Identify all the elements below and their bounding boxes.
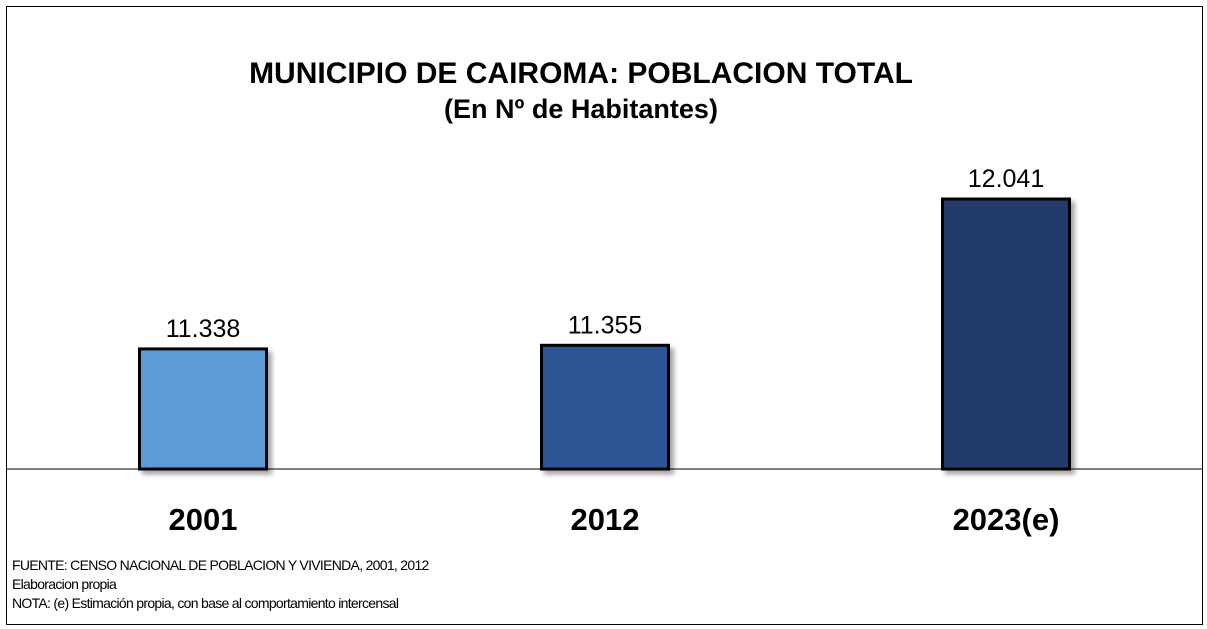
bar-chart: MUNICIPIO DE CAIROMA: POBLACION TOTAL (E… — [7, 57, 1202, 537]
note-footnote: NOTA: (e) Estimación propia, con base al… — [12, 595, 399, 611]
bar-2023(e) — [941, 197, 1071, 471]
value-label: 12.041 — [968, 165, 1044, 193]
value-label: 11.338 — [166, 315, 241, 343]
chart-title: MUNICIPIO DE CAIROMA: POBLACION TOTAL — [249, 57, 913, 90]
value-label: 11.355 — [568, 311, 643, 339]
chart-subtitle: (En Nº de Habitantes) — [444, 94, 718, 124]
category-label: 2023(e) — [953, 502, 1060, 537]
source-footnote: FUENTE: CENSO NACIONAL DE POBLACION Y VI… — [12, 557, 429, 573]
bar-2001 — [138, 347, 268, 471]
author-footnote: Elaboracion propia — [12, 576, 117, 592]
category-label: 2001 — [169, 502, 238, 537]
bar-2012 — [540, 343, 670, 471]
category-label: 2012 — [571, 502, 640, 537]
chart-frame: MUNICIPIO DE CAIROMA: POBLACION TOTAL (E… — [6, 6, 1203, 625]
bars-group: 11.338 2001 11.355 2012 12.041 2023(e) — [138, 165, 1071, 537]
